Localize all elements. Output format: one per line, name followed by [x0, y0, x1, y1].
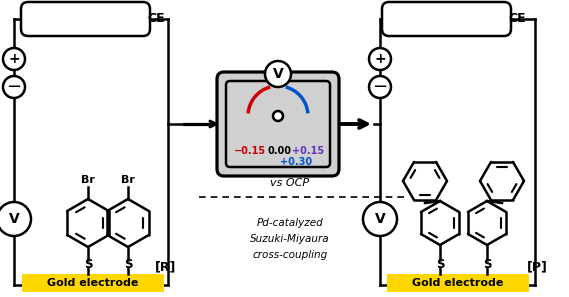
FancyBboxPatch shape — [226, 81, 330, 167]
Text: −0.15: −0.15 — [234, 146, 266, 156]
Text: CE: CE — [147, 12, 164, 26]
Text: S: S — [123, 258, 132, 271]
Text: CE: CE — [508, 12, 526, 26]
Circle shape — [369, 48, 391, 70]
Text: S: S — [483, 258, 491, 271]
FancyBboxPatch shape — [382, 2, 511, 36]
Text: S: S — [436, 258, 444, 271]
Text: Gold electrode: Gold electrode — [47, 278, 139, 288]
Circle shape — [369, 76, 391, 98]
Text: V: V — [273, 67, 283, 81]
FancyBboxPatch shape — [217, 72, 339, 176]
Text: [P]: [P] — [527, 260, 548, 274]
Circle shape — [0, 202, 31, 236]
Text: −: − — [6, 78, 22, 96]
Text: 0.00: 0.00 — [268, 146, 292, 156]
Text: +: + — [8, 52, 20, 66]
Circle shape — [265, 61, 291, 87]
Text: Gold electrode: Gold electrode — [413, 278, 504, 288]
FancyBboxPatch shape — [22, 274, 164, 292]
Text: V: V — [374, 212, 385, 226]
Text: [R]: [R] — [155, 260, 176, 274]
Text: vs OCP: vs OCP — [270, 178, 310, 188]
Text: V: V — [9, 212, 19, 226]
Circle shape — [3, 76, 25, 98]
Text: Pd-catalyzed
Suzuki-Miyaura
cross-coupling: Pd-catalyzed Suzuki-Miyaura cross-coupli… — [250, 218, 330, 260]
Circle shape — [3, 48, 25, 70]
FancyBboxPatch shape — [21, 2, 150, 36]
Circle shape — [363, 202, 397, 236]
Text: −: − — [373, 78, 387, 96]
Text: +: + — [374, 52, 386, 66]
Text: +0.15: +0.15 — [292, 146, 324, 156]
Circle shape — [273, 111, 283, 121]
FancyBboxPatch shape — [387, 274, 529, 292]
Text: S: S — [84, 258, 92, 271]
Text: Br: Br — [121, 175, 135, 185]
Text: Br: Br — [81, 175, 95, 185]
Text: +0.30: +0.30 — [280, 157, 312, 167]
